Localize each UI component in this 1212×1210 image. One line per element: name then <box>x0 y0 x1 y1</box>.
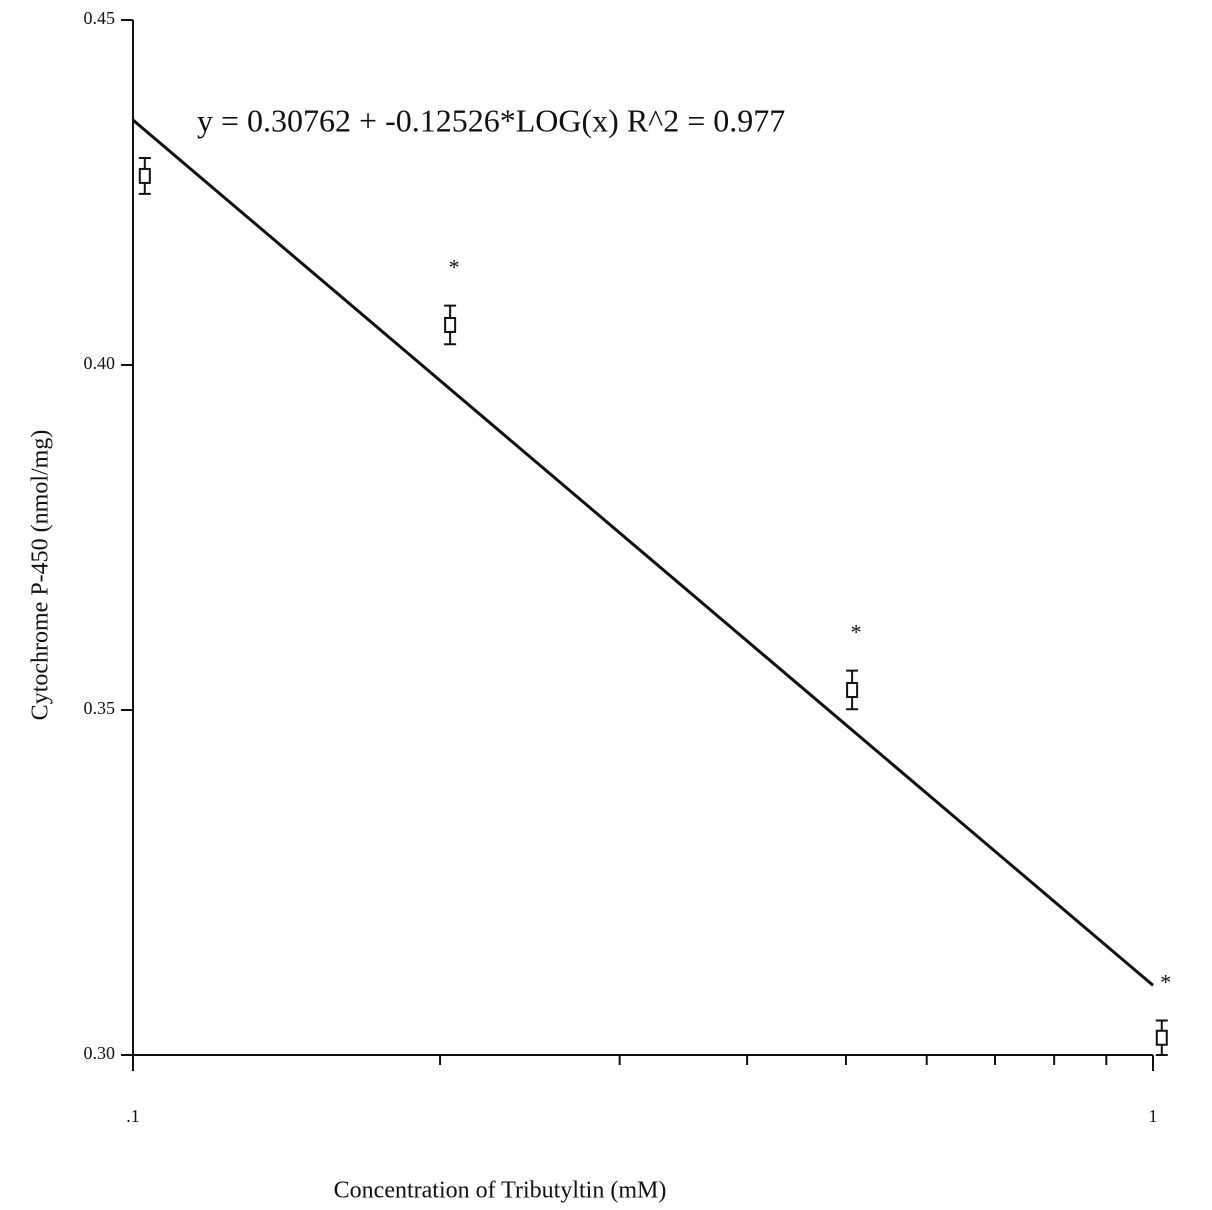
x-axis-label: Concentration of Tributyltin (mM) <box>334 1178 667 1204</box>
significance-mark: * <box>851 620 862 645</box>
data-point <box>1155 1029 1168 1046</box>
y-tick-label: 0.35 <box>84 698 116 718</box>
data-point <box>444 316 457 333</box>
significance-mark: * <box>449 255 460 280</box>
x-tick-label: .1 <box>126 1106 140 1126</box>
y-axis-label: Cytochrome P-450 (nmol/mg) <box>28 430 54 721</box>
fit-line <box>132 118 1154 987</box>
data-point <box>138 167 151 184</box>
x-tick-label: 1 <box>1149 1106 1158 1126</box>
y-tick-label: 0.40 <box>84 353 116 373</box>
y-tick-label: 0.45 <box>84 8 116 28</box>
fit-equation: y = 0.30762 + -0.12526*LOG(x) R^2 = 0.97… <box>197 102 785 138</box>
data-point <box>846 681 859 698</box>
significance-mark: * <box>1160 970 1171 995</box>
y-tick-label: 0.30 <box>84 1043 116 1063</box>
